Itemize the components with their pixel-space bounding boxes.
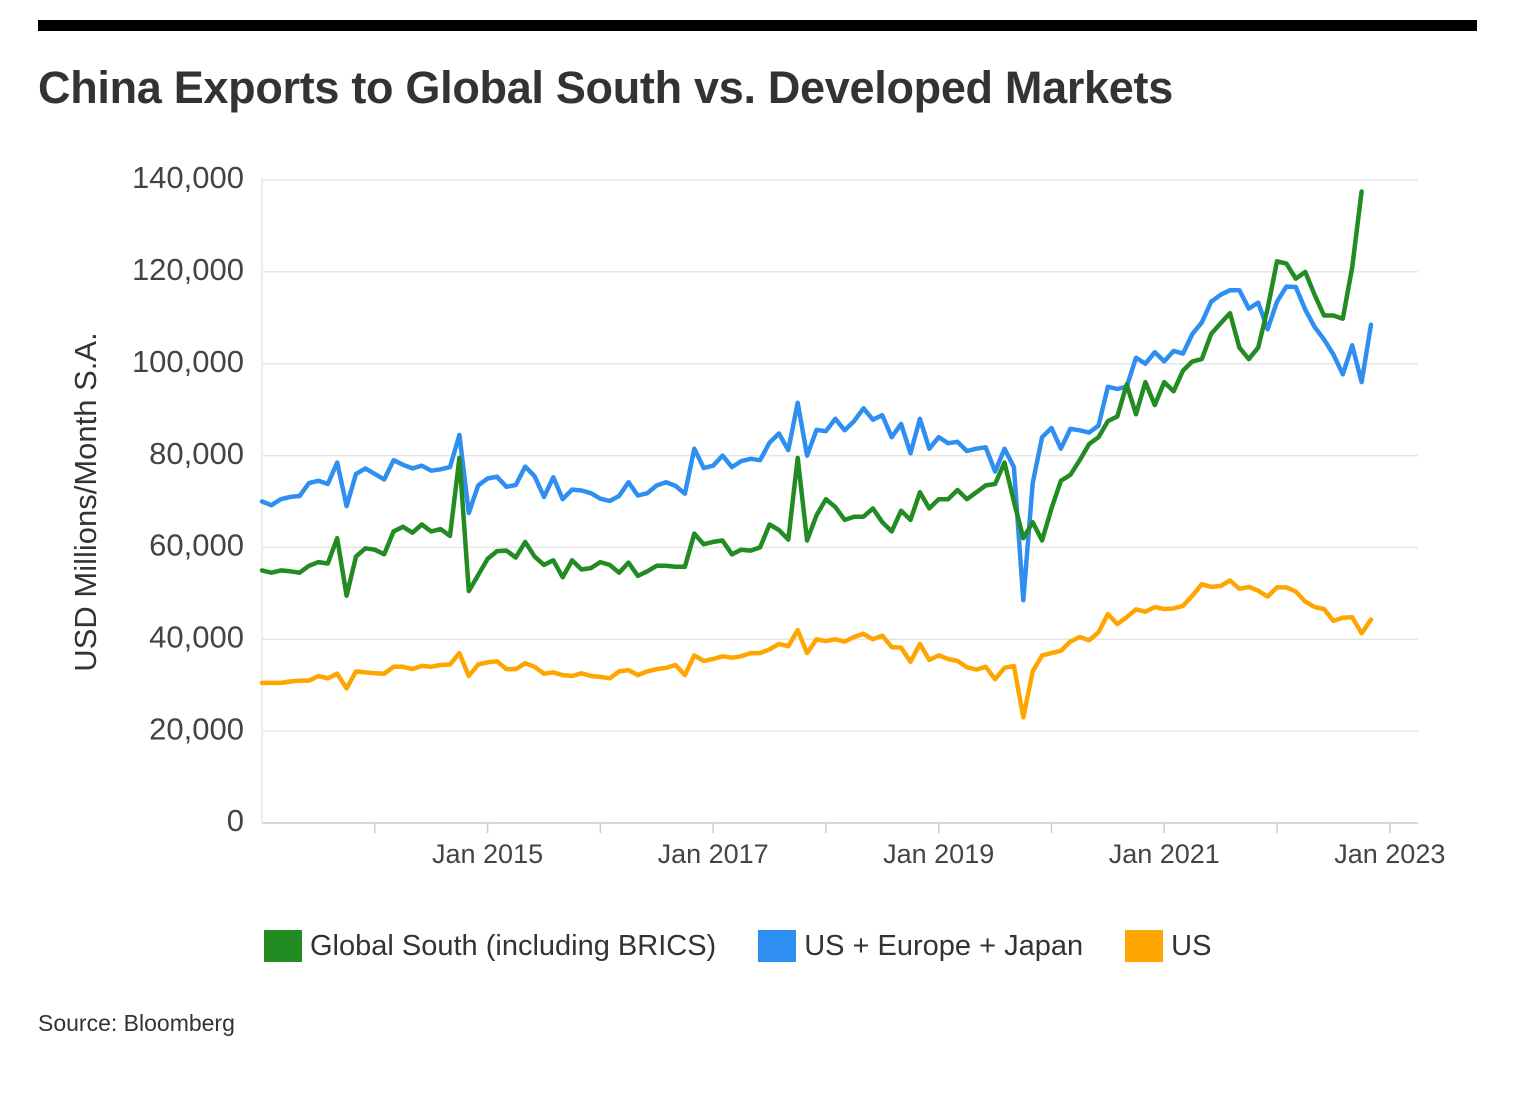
series-us: [259, 578, 1374, 720]
legend-label-us: US: [1171, 929, 1212, 962]
y-tick-label: 0: [227, 803, 244, 838]
y-tick-label: 40,000: [149, 619, 244, 654]
legend-swatch-global-south: [264, 930, 302, 962]
x-tick-label: Jan 2019: [883, 839, 994, 869]
gridlines: [262, 179, 1418, 732]
y-tick-label: 60,000: [149, 528, 244, 563]
series-us-europe-japan: [259, 284, 1374, 603]
x-tick-label: Jan 2015: [432, 839, 543, 869]
x-axis: Jan 2015 Jan 2017 Jan 2019 Jan 2021 Jan 2023: [261, 178, 1445, 869]
top-rule: [38, 20, 1477, 31]
legend-label-us-europe-japan: US + Europe + Japan: [804, 929, 1084, 962]
legend-label-global-south: Global South (including BRICS): [310, 929, 717, 962]
y-tick-label: 80,000: [149, 436, 244, 471]
x-tick-label: Jan 2017: [658, 839, 769, 869]
x-tick-label: Jan 2021: [1109, 839, 1220, 869]
chart-title: China Exports to Global South vs. Develo…: [38, 62, 1173, 113]
y-tick-label: 140,000: [132, 160, 244, 195]
y-axis-ticks: 0 20,000 40,000 60,000 80,000 100,000 120,000 1…: [132, 160, 244, 838]
legend-item-us: US: [1125, 930, 1211, 963]
x-tick-label: Jan 2023: [1334, 839, 1445, 869]
legend-item-global-south: Global South (including BRICS): [264, 930, 716, 963]
legend-swatch-us-europe-japan: [758, 930, 797, 962]
y-tick-label: 20,000: [149, 711, 244, 746]
y-tick-label: 100,000: [132, 344, 244, 379]
legend: Global South (including BRICS) US + Euro…: [264, 926, 1253, 966]
y-tick-label: 120,000: [132, 252, 244, 287]
legend-swatch-us: [1125, 930, 1164, 962]
y-axis-label: USD Millions/Month S.A.: [68, 332, 103, 671]
source-note: Source: Bloomberg: [38, 1010, 235, 1036]
legend-item-us-europe-japan: US + Europe + Japan: [758, 930, 1083, 963]
data-series: [259, 189, 1374, 720]
series-global-south: [259, 189, 1364, 598]
